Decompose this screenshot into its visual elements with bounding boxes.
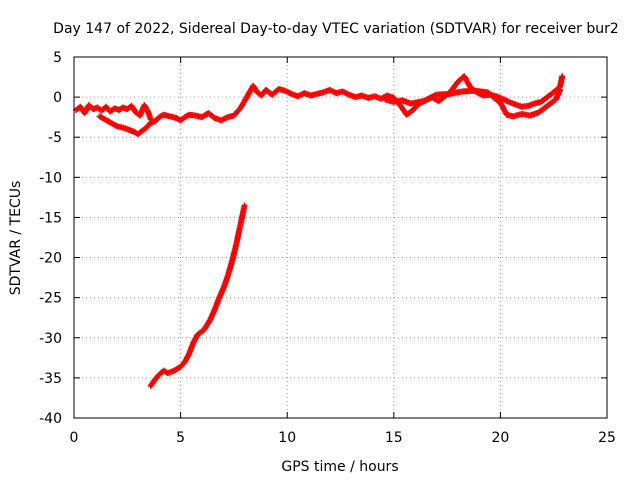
y-tick-label-7: -30 (39, 331, 62, 347)
x-tick-label-0: 0 (70, 430, 79, 446)
plot-frame (73, 56, 608, 419)
y-axis-title: SDTVAR / TECUs (8, 181, 24, 296)
series-sdtvar-upper (73, 73, 566, 138)
y-tick-label-3: -10 (39, 170, 62, 186)
y-tick-label-2: -5 (48, 130, 62, 146)
y-tick-label-6: -25 (39, 291, 62, 307)
y-tick-label-4: -15 (39, 210, 62, 226)
y-tick-label-8: -35 (39, 371, 62, 387)
x-tick-label-3: 15 (385, 430, 403, 446)
data-point (557, 86, 564, 93)
series-sdtvar-lower (147, 202, 248, 389)
data-points (73, 73, 566, 389)
x-tick-label-5: 25 (598, 430, 616, 446)
grid (74, 57, 607, 418)
x-tick-label-2: 10 (278, 430, 296, 446)
axis-ticks: 0 5 10 15 20 25 5 0 -5 -10 -15 -20 -25 -30 -35 -40 (39, 50, 616, 446)
data-point (559, 73, 566, 80)
y-tick-label-9: -40 (39, 411, 62, 427)
x-tick-label-4: 20 (491, 430, 509, 446)
y-tick-label-5: -20 (39, 251, 62, 267)
data-point (241, 202, 248, 209)
chart-title: Day 147 of 2022, Sidereal Day-to-day VTE… (53, 21, 619, 37)
y-tick-label-1: 0 (53, 90, 62, 106)
y-tick-label-0: 5 (53, 50, 62, 66)
x-tick-label-1: 5 (176, 430, 185, 446)
x-axis-title: GPS time / hours (281, 459, 398, 475)
